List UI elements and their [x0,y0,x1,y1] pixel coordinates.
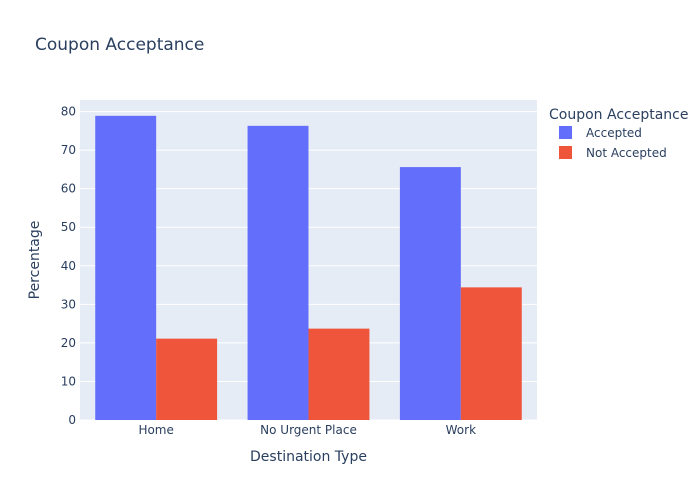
y-tick-label: 30 [61,297,76,311]
legend-item-accepted[interactable]: Accepted [559,126,642,140]
y-tick-label: 10 [61,374,76,388]
legend: Coupon Acceptance Accepted Not Accepted [549,107,688,160]
bar-not-accepted-work[interactable] [460,287,522,420]
y-tick-label: 20 [61,336,76,350]
x-tick-label: Work [446,423,476,437]
bar-accepted-work[interactable] [399,167,461,420]
x-tick-label: Home [138,423,173,437]
bars [95,115,522,421]
chart-title: Coupon Acceptance [35,35,204,55]
y-tick-label: 50 [61,220,76,234]
y-tick-label: 40 [61,259,76,273]
legend-swatch [559,146,572,159]
legend-items: Accepted Not Accepted [559,126,667,160]
y-tick-label: 0 [68,413,76,427]
x-axis-title: Destination Type [250,449,367,465]
bar-not-accepted-home[interactable] [156,338,218,420]
bar-not-accepted-no-urgent-place[interactable] [308,328,370,420]
y-tick-label: 70 [61,143,76,157]
bar-accepted-home[interactable] [95,115,157,421]
bar-accepted-no-urgent-place[interactable] [247,125,309,420]
y-axis-title: Percentage [27,221,43,300]
y-tick-label: 60 [61,182,76,196]
x-tick-label: No Urgent Place [260,423,357,437]
y-axis-ticks: 0 10 20 30 40 50 60 70 80 [61,105,76,427]
legend-title: Coupon Acceptance [549,107,688,123]
legend-swatch [559,126,572,139]
legend-label: Accepted [586,126,642,140]
y-tick-label: 80 [61,105,76,119]
x-axis-ticks: Home No Urgent Place Work [138,423,476,437]
legend-item-not-accepted[interactable]: Not Accepted [559,146,667,160]
legend-label: Not Accepted [586,146,667,160]
